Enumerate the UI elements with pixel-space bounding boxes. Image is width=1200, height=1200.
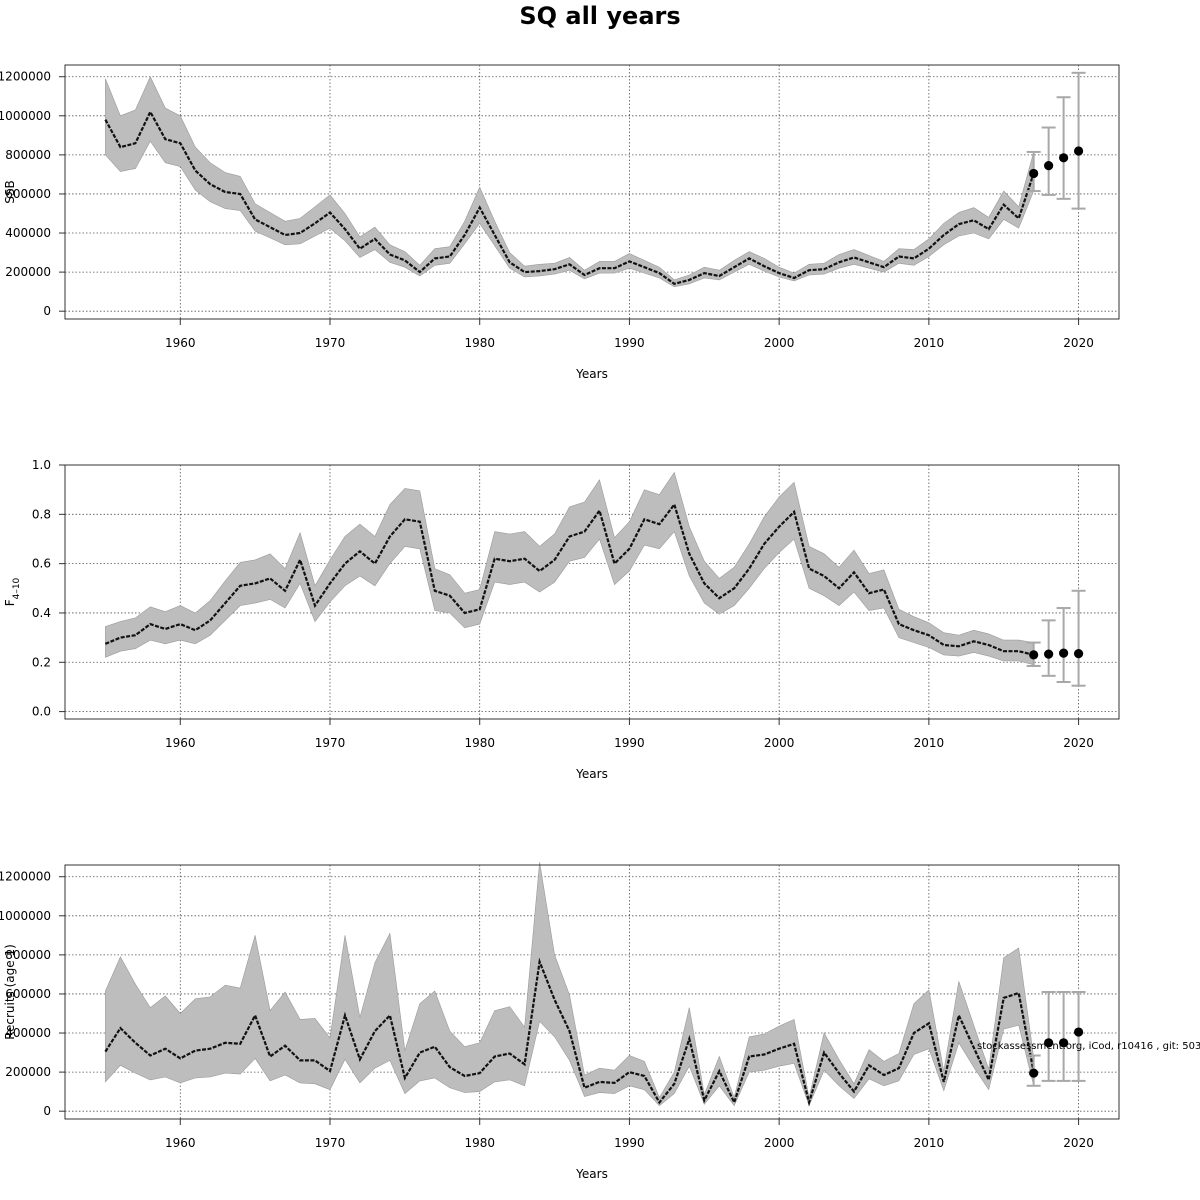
x-tick-label: 1960 xyxy=(165,736,196,750)
forecast-point xyxy=(1059,648,1069,658)
forecast-point xyxy=(1029,650,1039,660)
y-axis-label: SSB xyxy=(3,180,17,203)
y-tick-label: 0 xyxy=(43,1104,51,1118)
y-tick-label: 0.6 xyxy=(32,557,51,571)
estimate-line xyxy=(104,109,1035,285)
x-tick-label: 1990 xyxy=(614,1136,645,1150)
y-tick-label: 200000 xyxy=(5,265,51,279)
main-title: SQ all years xyxy=(519,2,681,30)
confidence-band xyxy=(105,471,1034,666)
x-tick-label: 1980 xyxy=(464,336,495,350)
y-tick-label: 0.0 xyxy=(32,705,51,719)
y-axis-label-subscript: 4–10 xyxy=(12,577,22,599)
y-tick-label: 600000 xyxy=(5,187,51,201)
plot-frame xyxy=(64,864,1120,1120)
x-tick-label: 1990 xyxy=(614,736,645,750)
x-tick-label: 2010 xyxy=(914,1136,945,1150)
y-tick-label: 200000 xyxy=(5,1065,51,1079)
forecast-point xyxy=(1044,161,1054,171)
x-tick-label: 2020 xyxy=(1063,736,1094,750)
forecast-point xyxy=(1073,649,1084,659)
x-tick-label: 1970 xyxy=(315,736,346,750)
plot-frame xyxy=(64,464,1120,720)
y-tick-label: 800000 xyxy=(5,948,51,962)
y-tick-label: 1200000 xyxy=(0,870,51,884)
forecast-point xyxy=(1029,1068,1039,1078)
plot-frame xyxy=(64,64,1120,320)
x-axis-label: Years xyxy=(575,367,608,381)
x-tick-label: 2020 xyxy=(1063,336,1094,350)
confidence-band xyxy=(105,75,1034,288)
estimate-line xyxy=(104,957,1035,1107)
forecast-point xyxy=(1073,146,1084,156)
y-tick-label: 1000000 xyxy=(0,909,51,923)
y-tick-label: 600000 xyxy=(5,987,51,1001)
forecast-point xyxy=(1044,649,1054,659)
x-tick-label: 2000 xyxy=(764,1136,795,1150)
forecast-point xyxy=(1044,1038,1054,1048)
x-tick-label: 1990 xyxy=(614,336,645,350)
forecast-point xyxy=(1073,1027,1084,1037)
x-tick-label: 2000 xyxy=(764,336,795,350)
panel-1: 1960 1970 1980 1990 2000 2010 2020 0 200000 40000… xyxy=(0,64,1120,381)
y-tick-label: 1200000 xyxy=(0,70,51,84)
forecast-point xyxy=(1059,153,1069,163)
x-tick-label: 1960 xyxy=(165,1136,196,1150)
forecast-point xyxy=(1029,168,1039,179)
y-tick-label: 800000 xyxy=(5,148,51,162)
y-tick-label: 0.2 xyxy=(32,655,51,669)
x-axis-label: Years xyxy=(575,767,608,781)
y-axis-label: Recruits (age 1) xyxy=(3,944,17,1040)
y-tick-label: 1000000 xyxy=(0,109,51,123)
forecast-point xyxy=(1059,1038,1069,1048)
y-tick-label: 400000 xyxy=(5,226,51,240)
y-tick-label: 0.4 xyxy=(32,606,51,620)
x-tick-label: 2020 xyxy=(1063,1136,1094,1150)
x-tick-label: 2000 xyxy=(764,736,795,750)
y-tick-label: 0.8 xyxy=(32,507,51,521)
watermark-text: stockassessment.org, iCod, r10416 , git:… xyxy=(977,1041,1200,1052)
x-tick-label: 1970 xyxy=(315,336,346,350)
x-tick-label: 1980 xyxy=(464,736,495,750)
x-tick-label: 1980 xyxy=(464,1136,495,1150)
estimate-line xyxy=(104,502,1034,656)
y-tick-label: 1.0 xyxy=(32,458,51,472)
y-tick-label: 400000 xyxy=(5,1026,51,1040)
x-tick-label: 1970 xyxy=(315,1136,346,1150)
x-axis-label: Years xyxy=(575,1167,608,1181)
y-tick-label: 0 xyxy=(43,304,51,318)
panel-2: 1960 1970 1980 1990 2000 2010 2020 0.0 0.2 0.4 0.6… xyxy=(3,458,1120,781)
y-axis-label: F4–10 xyxy=(3,577,22,606)
x-tick-label: 2010 xyxy=(914,736,945,750)
panel-3: 1960 1970 1980 1990 2000 2010 2020 0 200000 40000… xyxy=(0,862,1120,1181)
x-tick-label: 1960 xyxy=(165,336,196,350)
x-tick-label: 2010 xyxy=(914,336,945,350)
